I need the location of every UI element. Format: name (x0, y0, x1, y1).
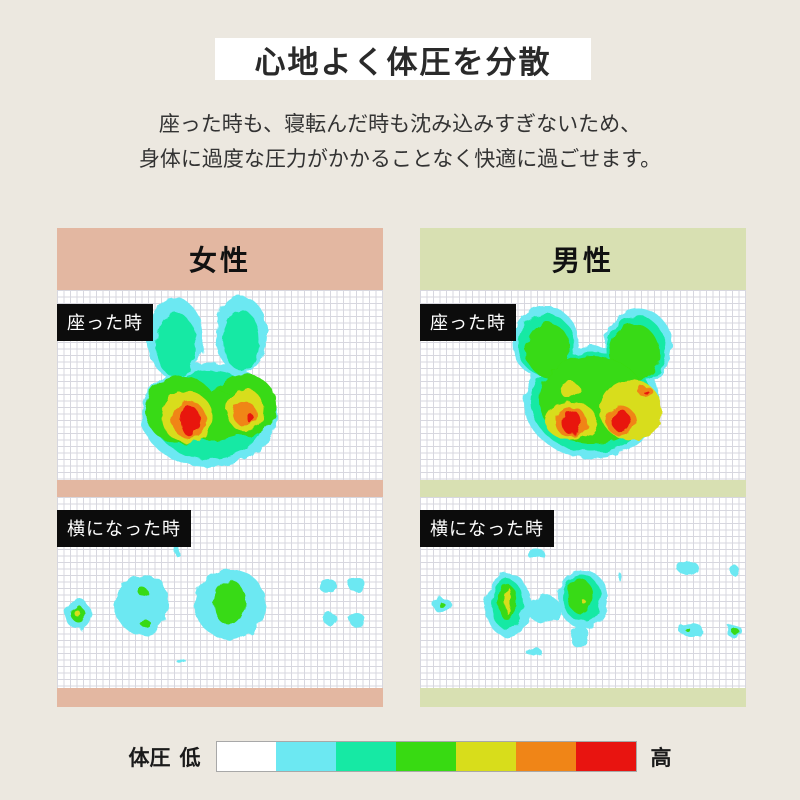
legend-color-segment (396, 742, 456, 771)
female-panel: 女性 座った時 横になった時 (57, 228, 383, 707)
female-lying-map: 横になった時 (57, 497, 383, 688)
male-lying-label: 横になった時 (420, 510, 554, 547)
female-header-label: 女性 (188, 245, 251, 276)
legend-color-segment (276, 742, 337, 771)
male-sitting-heatmap (512, 306, 672, 458)
legend-title: 体圧 (128, 746, 171, 770)
page-title-text: 心地よく体圧を分散 (254, 44, 552, 81)
female-lying-label: 横になった時 (57, 510, 191, 547)
legend-color-segment (515, 742, 576, 771)
pressure-legend: 体圧 低 高 (0, 741, 800, 772)
legend-high-label: 高 (650, 746, 672, 770)
male-panel-header: 男性 (420, 228, 746, 290)
male-lying-map: 横になった時 (420, 497, 746, 688)
legend-low-label: 低 (179, 746, 201, 770)
female-lying-heatmap (65, 544, 366, 663)
female-panel-separator (57, 480, 383, 497)
male-sitting-map: 座った時 (420, 290, 746, 480)
subtitle-line-2: 身体に過度な圧力がかかることなく快適に過ごせます。 (138, 148, 662, 171)
female-panel-header: 女性 (57, 228, 383, 290)
male-panel-footer (420, 688, 746, 707)
male-lying-heatmap (433, 549, 742, 656)
female-sitting-map: 座った時 (57, 290, 383, 480)
subtitle-line-1: 座った時も、寝転んだ時も沈み込みすぎないため、 (158, 113, 642, 136)
female-panel-footer (57, 688, 383, 707)
legend-color-segment (216, 742, 277, 771)
male-panel: 男性 座った時 横になった時 (420, 228, 746, 707)
male-panel-separator (420, 480, 746, 497)
subtitle: 座った時も、寝転んだ時も沈み込みすぎないため、 身体に過度な圧力がかかることなく… (0, 107, 800, 177)
female-sitting-heatmap (141, 296, 277, 467)
legend-color-segment (575, 742, 636, 771)
female-sitting-label: 座った時 (57, 304, 153, 341)
male-header-label: 男性 (551, 245, 614, 276)
legend-color-segment (455, 742, 516, 771)
legend-color-bar (215, 741, 637, 772)
page-title: 心地よく体圧を分散 (215, 38, 591, 81)
legend-color-segment (336, 742, 397, 771)
male-sitting-label: 座った時 (420, 304, 516, 341)
